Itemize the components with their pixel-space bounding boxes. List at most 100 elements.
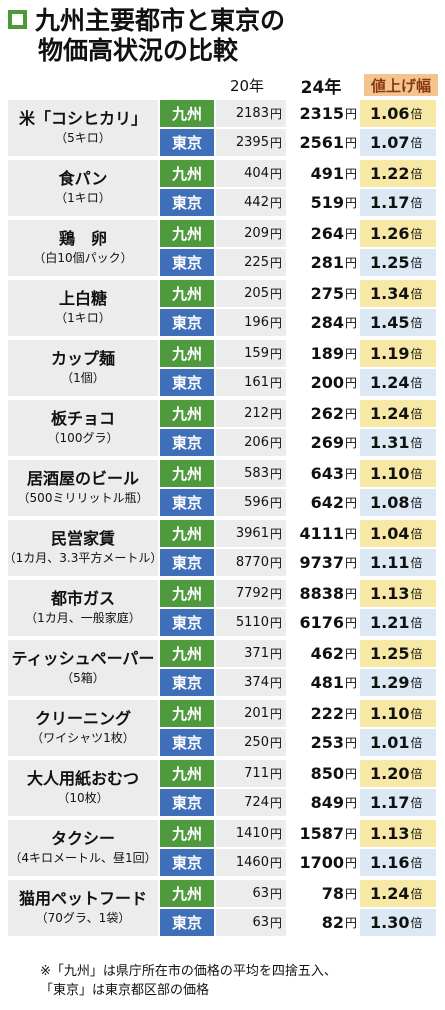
- increase-ratio: 1.25 倍: [360, 249, 436, 276]
- price-2024-value: 850: [310, 764, 344, 783]
- region-badge-tokyo: 東京: [160, 789, 214, 816]
- price-2020-value: 1410: [235, 826, 269, 841]
- item-detail: （500ミリリットル瓶）: [17, 491, 149, 505]
- increase-ratio-value: 1.30: [370, 913, 410, 932]
- yen-unit: 円: [269, 736, 282, 750]
- region-badge-kyushu: 九州: [160, 280, 214, 307]
- times-unit: 倍: [410, 407, 423, 421]
- times-unit: 倍: [410, 107, 423, 121]
- price-2024: 264 円: [286, 220, 360, 247]
- price-2020: 250 円: [216, 729, 286, 756]
- price-2024-value: 189: [310, 344, 344, 363]
- yen-unit: 円: [269, 496, 282, 510]
- times-unit: 倍: [410, 707, 423, 721]
- increase-ratio: 1.19 倍: [360, 340, 436, 367]
- increase-ratio: 1.31 倍: [360, 429, 436, 456]
- item-label: 食パン （1キロ）: [8, 160, 158, 216]
- increase-ratio: 1.13 倍: [360, 580, 436, 607]
- times-unit: 倍: [410, 196, 423, 210]
- increase-ratio-value: 1.06: [370, 104, 410, 123]
- item-label: 大人用紙おむつ （10枚）: [8, 760, 158, 816]
- item-detail: （4キロメートル、昼1回）: [9, 851, 157, 865]
- increase-ratio-value: 1.29: [370, 673, 410, 692]
- region-row-kyushu: 九州 371 円 462 円 1.25 倍: [160, 640, 436, 667]
- item-detail: （1カ月、3.3平方メートル）: [3, 551, 163, 565]
- item-label: 米「コシヒカリ」 （5キロ）: [8, 100, 158, 156]
- region-badge-kyushu: 九州: [160, 220, 214, 247]
- price-2024-value: 9737: [299, 553, 344, 572]
- item-detail: （70グラ、1袋）: [35, 911, 131, 925]
- times-unit: 倍: [410, 856, 423, 870]
- price-2020: 5110 円: [216, 609, 286, 636]
- region-badge-tokyo: 東京: [160, 369, 214, 396]
- comparison-table: 米「コシヒカリ」 （5キロ） 九州 2183 円 2315 円 1.06 倍東京 2395 円 256…: [4, 100, 440, 940]
- price-2020: 225 円: [216, 249, 286, 276]
- price-2020: 371 円: [216, 640, 286, 667]
- item-label: 居酒屋のビール （500ミリリットル瓶）: [8, 460, 158, 516]
- price-2020: 2395 円: [216, 129, 286, 156]
- title-line-2: 物価高状況の比較: [38, 36, 239, 65]
- price-2020-value: 5110: [235, 615, 269, 630]
- item-label: 板チョコ （100グラ）: [8, 400, 158, 456]
- price-2024-value: 264: [310, 224, 344, 243]
- item-detail: （1カ月、一般家庭）: [25, 611, 141, 625]
- price-2024: 8838 円: [286, 580, 360, 607]
- price-2020: 1460 円: [216, 849, 286, 876]
- increase-ratio-value: 1.31: [370, 433, 410, 452]
- item-detail: （5キロ）: [55, 131, 111, 145]
- yen-unit: 円: [269, 287, 282, 301]
- price-2020: 209 円: [216, 220, 286, 247]
- table-row: 米「コシヒカリ」 （5キロ） 九州 2183 円 2315 円 1.06 倍東京 2395 円 256…: [8, 100, 440, 156]
- increase-ratio-value: 1.17: [370, 193, 410, 212]
- increase-ratio: 1.24 倍: [360, 400, 436, 427]
- increase-ratio-value: 1.34: [370, 284, 410, 303]
- yen-unit: 円: [344, 767, 357, 781]
- increase-ratio: 1.22 倍: [360, 160, 436, 187]
- price-2024: 642 円: [286, 489, 360, 516]
- price-2020-value: 196: [244, 315, 269, 330]
- increase-ratio-value: 1.21: [370, 613, 410, 632]
- increase-ratio: 1.07 倍: [360, 129, 436, 156]
- increase-ratio: 1.08 倍: [360, 489, 436, 516]
- region-badge-tokyo: 東京: [160, 249, 214, 276]
- yen-unit: 円: [269, 556, 282, 570]
- region-row-tokyo: 東京 5110 円 6176 円 1.21 倍: [160, 609, 436, 636]
- increase-ratio: 1.20 倍: [360, 760, 436, 787]
- region-badge-kyushu: 九州: [160, 340, 214, 367]
- price-2024: 284 円: [286, 309, 360, 336]
- item-name: 上白糖: [58, 289, 107, 308]
- region-row-tokyo: 東京 724 円 849 円 1.17 倍: [160, 789, 436, 816]
- price-2024: 462 円: [286, 640, 360, 667]
- yen-unit: 円: [344, 827, 357, 841]
- region-row-kyushu: 九州 212 円 262 円 1.24 倍: [160, 400, 436, 427]
- item-label: 民営家賃 （1カ月、3.3平方メートル）: [4, 520, 162, 576]
- item-name: カップ麺: [50, 349, 115, 368]
- price-2024: 4111 円: [286, 520, 360, 547]
- region-row-kyushu: 九州 583 円 643 円 1.10 倍: [160, 460, 436, 487]
- yen-unit: 円: [344, 556, 357, 570]
- price-2024-value: 253: [310, 733, 344, 752]
- header-year-2024: 24年: [300, 77, 342, 98]
- times-unit: 倍: [410, 527, 423, 541]
- yen-unit: 円: [269, 347, 282, 361]
- price-2024-value: 491: [310, 164, 344, 183]
- price-2024: 82 円: [286, 909, 360, 936]
- region-badge-tokyo: 東京: [160, 669, 214, 696]
- price-2024-value: 275: [310, 284, 344, 303]
- price-2020-value: 711: [244, 766, 269, 781]
- price-2024-value: 519: [310, 193, 344, 212]
- region-badge-tokyo: 東京: [160, 489, 214, 516]
- table-row: クリーニング （ワイシャツ1枚） 九州 201 円 222 円 1.10 倍東京 250 円 253 円…: [8, 700, 440, 756]
- increase-ratio-value: 1.19: [370, 344, 410, 363]
- region-badge-kyushu: 九州: [160, 640, 214, 667]
- yen-unit: 円: [344, 107, 357, 121]
- region-row-tokyo: 東京 374 円 481 円 1.29 倍: [160, 669, 436, 696]
- yen-unit: 円: [269, 796, 282, 810]
- times-unit: 倍: [410, 256, 423, 270]
- yen-unit: 円: [344, 467, 357, 481]
- yen-unit: 円: [269, 376, 282, 390]
- item-detail: （10枚）: [57, 791, 109, 805]
- price-2020: 8770 円: [216, 549, 286, 576]
- increase-ratio-value: 1.25: [370, 644, 410, 663]
- times-unit: 倍: [410, 287, 423, 301]
